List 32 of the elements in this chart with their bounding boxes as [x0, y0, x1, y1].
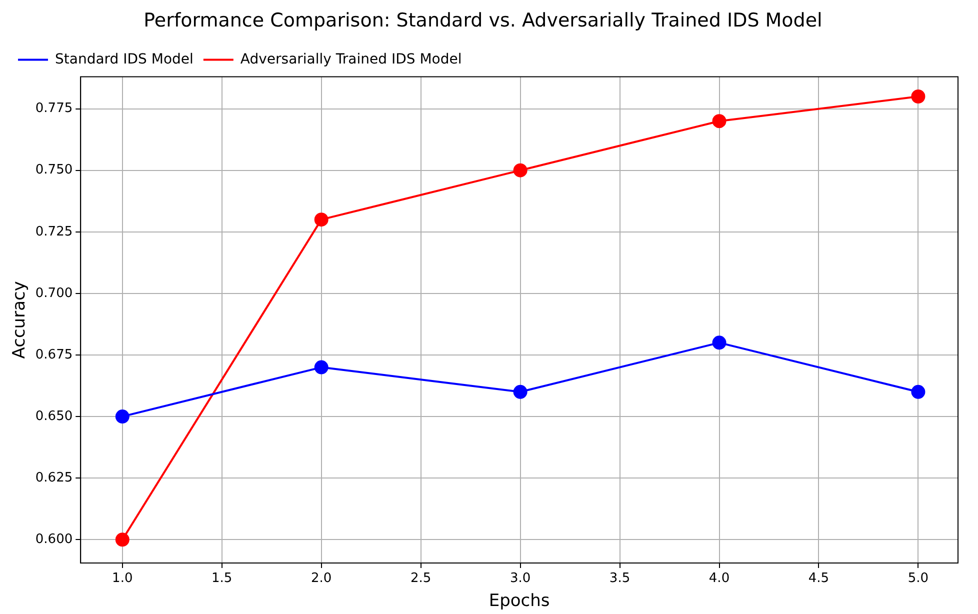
y-tick-label: 0.600	[35, 532, 73, 547]
y-tick-label: 0.625	[35, 470, 73, 486]
y-tick-label: 0.650	[35, 408, 73, 424]
y-tick-label: 0.700	[35, 286, 73, 301]
y-tick-label: 0.775	[35, 101, 73, 116]
point	[115, 532, 130, 547]
x-tick-label: 4.0	[708, 571, 730, 586]
legend-label: Adversarially Trained IDS Model	[240, 51, 462, 68]
chart-title: Performance Comparison: Standard vs. Adversarially Trained IDS Model	[144, 9, 822, 32]
point	[712, 336, 726, 350]
x-tick-label: 2.5	[410, 571, 432, 586]
x-tick-label: 1.0	[112, 571, 133, 586]
x-tick-label: 1.5	[212, 571, 232, 586]
x-tick-label: 4.5	[808, 571, 830, 586]
y-tick-label: 0.725	[35, 224, 73, 240]
point	[911, 384, 926, 399]
point	[314, 212, 328, 227]
x-tick-label: 2.0	[311, 571, 332, 586]
y-tick-label: 0.675	[35, 347, 73, 362]
point	[513, 384, 528, 399]
y-axis-title: Accuracy	[10, 281, 30, 359]
point	[911, 89, 926, 104]
x-tick-label: 3.5	[609, 571, 630, 586]
x-tick-label: 5.0	[908, 571, 929, 586]
x-tick-label: 3.0	[510, 571, 531, 586]
legend-label: Standard IDS Model	[55, 51, 194, 68]
point	[712, 114, 726, 128]
point	[115, 410, 130, 424]
y-tick-label: 0.750	[35, 162, 73, 178]
point	[314, 360, 328, 374]
point	[513, 163, 528, 178]
x-axis-title: Epochs	[488, 591, 550, 612]
